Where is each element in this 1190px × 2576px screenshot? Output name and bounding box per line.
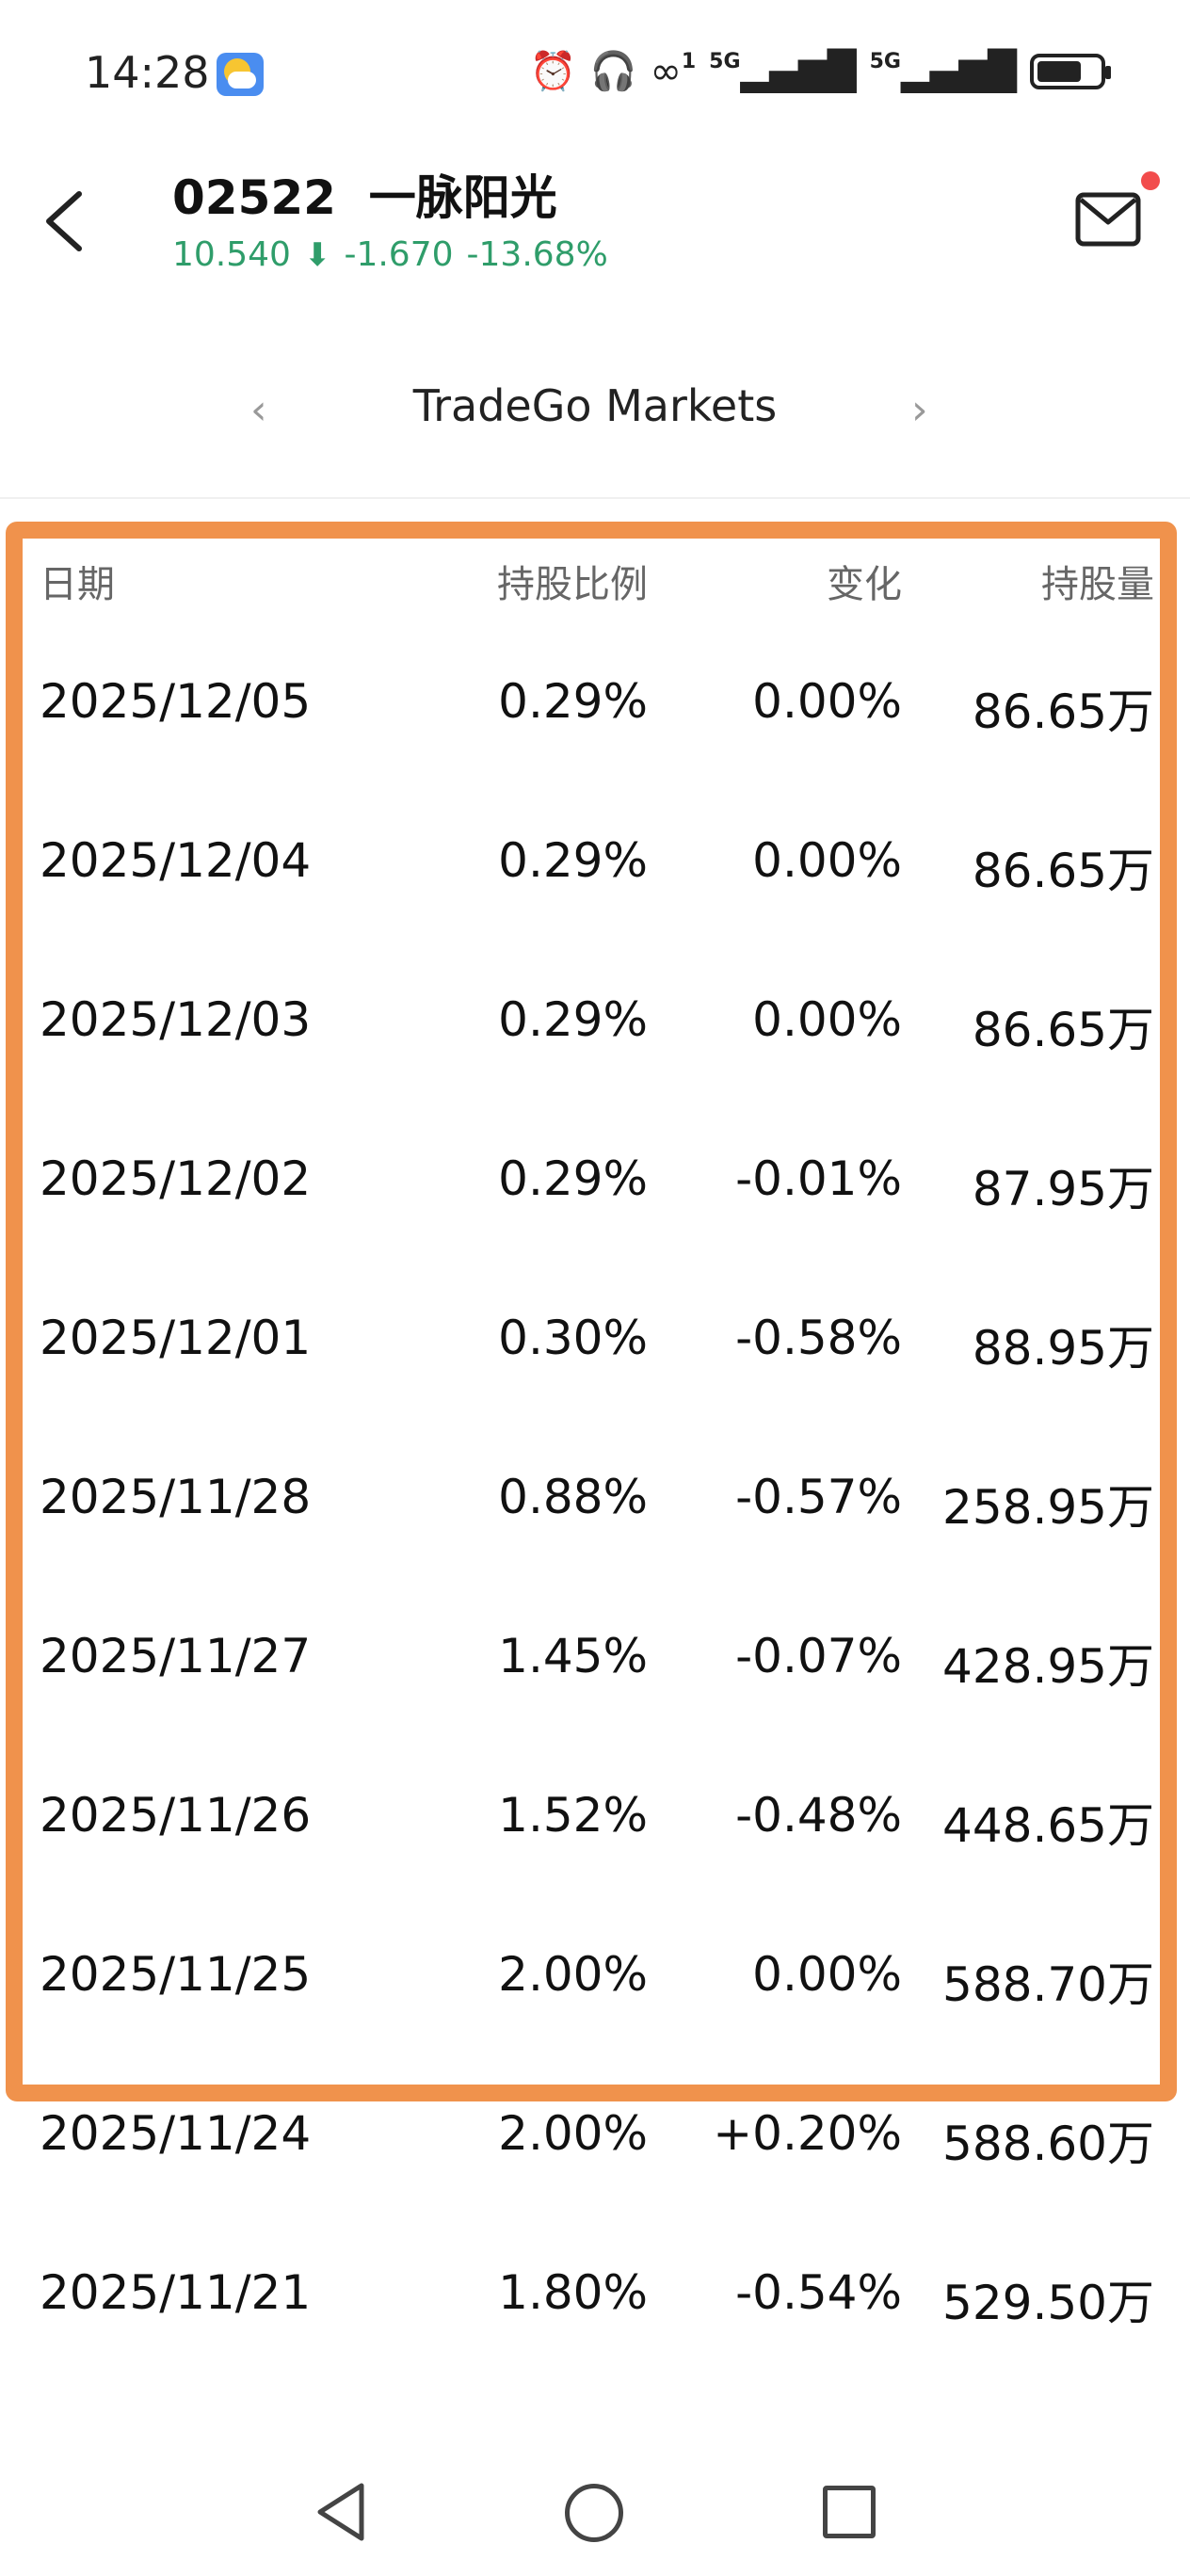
cell-date: 2025/12/04 bbox=[40, 833, 312, 888]
header-date: 日期 bbox=[40, 563, 115, 606]
table-row: 2025/12/05 0.29% 0.00% 86.65万 bbox=[0, 627, 1190, 786]
signal-5g-label: 5G bbox=[709, 49, 741, 73]
cell-shares: 448.65万 bbox=[942, 1798, 1154, 1853]
cell-change: -0.58% bbox=[735, 1311, 902, 1365]
cell-date: 2025/11/26 bbox=[40, 1788, 312, 1843]
cell-date: 2025/12/02 bbox=[40, 1151, 312, 1206]
signal-5g-icon: 5G▂▄▆█ bbox=[709, 49, 857, 93]
stock-quote: 10.540 ⬇ -1.670 -13.68% bbox=[172, 235, 608, 274]
cell-date: 2025/11/21 bbox=[40, 2265, 312, 2320]
cell-date: 2025/11/24 bbox=[40, 2106, 312, 2161]
table-body: 2025/12/05 0.29% 0.00% 86.65万 2025/12/04 0.29… bbox=[0, 627, 1190, 2377]
cell-change: -0.48% bbox=[735, 1788, 902, 1843]
cell-shares: 86.65万 bbox=[972, 1003, 1154, 1057]
down-arrow-icon: ⬇ bbox=[303, 235, 331, 274]
broker-nav: ‹ TradeGo Markets › bbox=[0, 367, 1190, 452]
notification-dot bbox=[1141, 171, 1160, 190]
cell-ratio: 1.52% bbox=[498, 1788, 648, 1843]
back-icon[interactable] bbox=[40, 188, 96, 254]
table-row: 2025/12/02 0.29% -0.01% 87.95万 bbox=[0, 1104, 1190, 1264]
cell-ratio: 1.45% bbox=[498, 1629, 648, 1683]
link-icon: ∞1 bbox=[650, 49, 697, 93]
cell-date: 2025/11/25 bbox=[40, 1947, 312, 2002]
system-nav-bar bbox=[0, 2457, 1190, 2576]
cell-ratio: 0.29% bbox=[498, 674, 648, 729]
cell-change: -0.07% bbox=[735, 1629, 902, 1683]
cell-shares: 529.50万 bbox=[942, 2276, 1154, 2330]
cell-shares: 86.65万 bbox=[972, 844, 1154, 898]
chevron-left-icon[interactable]: ‹ bbox=[250, 386, 267, 434]
cell-date: 2025/11/28 bbox=[40, 1470, 312, 1524]
cell-shares: 588.60万 bbox=[942, 2117, 1154, 2171]
table-row: 2025/11/24 2.00% +0.20% 588.60万 bbox=[0, 2059, 1190, 2218]
table-row: 2025/11/25 2.00% 0.00% 588.70万 bbox=[0, 1900, 1190, 2059]
table-header: 日期 持股比例 变化 持股量 bbox=[0, 537, 1190, 627]
table-row: 2025/12/03 0.29% 0.00% 86.65万 bbox=[0, 945, 1190, 1104]
cell-ratio: 0.29% bbox=[498, 992, 648, 1047]
signal-5g-icon: 5G▂▄▆█ bbox=[869, 49, 1017, 93]
cell-shares: 86.65万 bbox=[972, 684, 1154, 739]
cell-ratio: 0.29% bbox=[498, 833, 648, 888]
cell-shares: 88.95万 bbox=[972, 1321, 1154, 1376]
battery-icon bbox=[1030, 53, 1111, 89]
broker-name: TradeGo Markets bbox=[412, 380, 778, 431]
cell-ratio: 0.88% bbox=[498, 1470, 648, 1524]
divider bbox=[0, 497, 1190, 499]
headphones-icon: 🎧 bbox=[589, 50, 637, 93]
cell-ratio: 0.30% bbox=[498, 1311, 648, 1365]
cell-change: 0.00% bbox=[752, 1947, 902, 2002]
cell-shares: 428.95万 bbox=[942, 1639, 1154, 1694]
cell-change: 0.00% bbox=[752, 674, 902, 729]
sim-index: 1 bbox=[681, 49, 697, 73]
cell-ratio: 2.00% bbox=[498, 1947, 648, 2002]
weather-icon bbox=[217, 53, 264, 96]
nav-home-icon[interactable] bbox=[565, 2484, 623, 2542]
table-row: 2025/12/01 0.30% -0.58% 88.95万 bbox=[0, 1264, 1190, 1423]
status-bar: 14:28 ⏰ 🎧 ∞1 5G▂▄▆█ 5G▂▄▆█ bbox=[0, 0, 1190, 151]
table-row: 2025/11/21 1.80% -0.54% 529.50万 bbox=[0, 2218, 1190, 2377]
stock-price: 10.540 bbox=[172, 235, 291, 274]
cell-change: -0.57% bbox=[735, 1470, 902, 1524]
mail-icon[interactable] bbox=[1075, 192, 1141, 247]
holdings-table: 日期 持股比例 变化 持股量 2025/12/05 0.29% 0.00% 86.65… bbox=[0, 537, 1190, 2377]
scroll-fade bbox=[0, 2439, 1190, 2457]
cell-ratio: 1.80% bbox=[498, 2265, 648, 2320]
header-change: 变化 bbox=[827, 563, 902, 606]
stock-title: 02522 一脉阳光 bbox=[172, 160, 557, 228]
header-ratio: 持股比例 bbox=[497, 563, 648, 606]
cell-shares: 87.95万 bbox=[972, 1162, 1154, 1216]
alarm-icon: ⏰ bbox=[529, 50, 577, 93]
cell-ratio: 0.29% bbox=[498, 1151, 648, 1206]
cell-change: +0.20% bbox=[713, 2106, 902, 2161]
cell-date: 2025/11/27 bbox=[40, 1629, 312, 1683]
status-icons: ⏰ 🎧 ∞1 5G▂▄▆█ 5G▂▄▆█ bbox=[529, 49, 1111, 93]
nav-recent-icon[interactable] bbox=[823, 2486, 876, 2538]
stock-change: -1.670 bbox=[344, 235, 454, 274]
status-time: 14:28 bbox=[85, 47, 210, 98]
table-row: 2025/11/28 0.88% -0.57% 258.95万 bbox=[0, 1423, 1190, 1582]
cell-date: 2025/12/05 bbox=[40, 674, 312, 729]
cell-date: 2025/12/03 bbox=[40, 992, 312, 1047]
nav-back-icon[interactable] bbox=[314, 2482, 367, 2542]
cell-change: -0.54% bbox=[735, 2265, 902, 2320]
stock-change-pct: -13.68% bbox=[466, 235, 608, 274]
cell-change: -0.01% bbox=[735, 1151, 902, 1206]
chevron-right-icon[interactable]: › bbox=[911, 386, 928, 434]
table-row: 2025/11/26 1.52% -0.48% 448.65万 bbox=[0, 1741, 1190, 1900]
table-row: 2025/11/27 1.45% -0.07% 428.95万 bbox=[0, 1582, 1190, 1741]
signal-5g-label: 5G bbox=[869, 49, 901, 73]
stock-name: 一脉阳光 bbox=[368, 170, 557, 225]
header-shares: 持股量 bbox=[1041, 563, 1154, 606]
cell-date: 2025/12/01 bbox=[40, 1311, 312, 1365]
cell-ratio: 2.00% bbox=[498, 2106, 648, 2161]
stock-code: 02522 bbox=[172, 170, 336, 225]
table-row: 2025/12/04 0.29% 0.00% 86.65万 bbox=[0, 786, 1190, 945]
cell-shares: 258.95万 bbox=[942, 1480, 1154, 1535]
cell-change: 0.00% bbox=[752, 992, 902, 1047]
cell-change: 0.00% bbox=[752, 833, 902, 888]
cell-shares: 588.70万 bbox=[942, 1957, 1154, 2012]
